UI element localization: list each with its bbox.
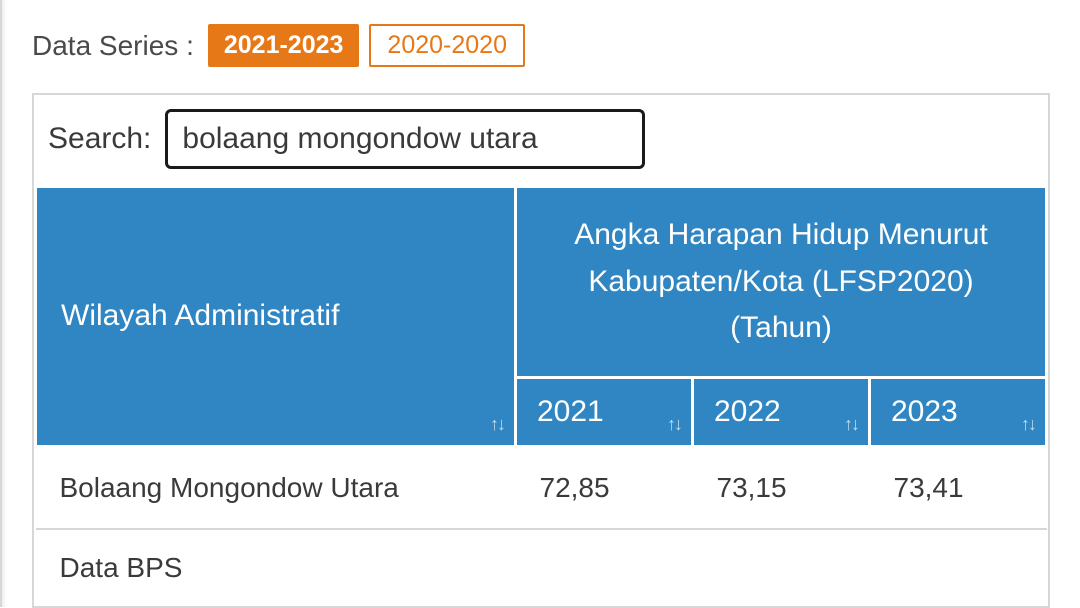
col-header-2023[interactable]: 2023 ↑↓ bbox=[870, 377, 1047, 446]
search-input[interactable] bbox=[165, 109, 645, 169]
table-container: Search: Wilayah Administratif ↑↓ Angka H… bbox=[32, 93, 1050, 608]
table-head: Wilayah Administratif ↑↓ Angka Harapan H… bbox=[36, 187, 1047, 447]
cell-2022-value: 73,15 bbox=[693, 446, 870, 529]
sort-icon: ↑↓ bbox=[490, 414, 504, 435]
data-series-label: Data Series : bbox=[32, 30, 194, 62]
cell-region-name: Bolaang Mongondow Utara bbox=[36, 446, 516, 529]
col-header-2023-label: 2023 bbox=[891, 395, 958, 428]
tab-2020-2020[interactable]: 2020-2020 bbox=[369, 24, 525, 67]
col-header-admin-label: Wilayah Administratif bbox=[61, 299, 339, 332]
sort-icon: ↑↓ bbox=[667, 414, 681, 435]
search-row: Search: bbox=[34, 95, 1048, 185]
col-header-group-label: Angka Harapan Hidup Menurut Kabupaten/Ko… bbox=[574, 218, 988, 344]
data-series-tabs: 2021-2023 2020-2020 bbox=[208, 24, 525, 67]
sort-icon: ↑↓ bbox=[844, 414, 858, 435]
data-table: Wilayah Administratif ↑↓ Angka Harapan H… bbox=[34, 185, 1048, 606]
table-row: Bolaang Mongondow Utara 72,85 73,15 73,4… bbox=[36, 446, 1047, 529]
page-root: Data Series : 2021-2023 2020-2020 Search… bbox=[0, 0, 1080, 607]
col-header-2022[interactable]: 2022 ↑↓ bbox=[693, 377, 870, 446]
col-header-2022-label: 2022 bbox=[714, 395, 781, 428]
data-series-row: Data Series : 2021-2023 2020-2020 bbox=[32, 24, 1050, 67]
table-head-row-1: Wilayah Administratif ↑↓ Angka Harapan H… bbox=[36, 187, 1047, 378]
cell-2021-value: 72,85 bbox=[516, 446, 693, 529]
table-footer-cell: Data BPS bbox=[36, 529, 1047, 606]
sort-icon: ↑↓ bbox=[1021, 414, 1035, 435]
table-body: Bolaang Mongondow Utara 72,85 73,15 73,4… bbox=[36, 446, 1047, 606]
table-footer-row: Data BPS bbox=[36, 529, 1047, 606]
search-label: Search: bbox=[48, 122, 151, 156]
col-header-2021[interactable]: 2021 ↑↓ bbox=[516, 377, 693, 446]
col-header-group: Angka Harapan Hidup Menurut Kabupaten/Ko… bbox=[516, 187, 1047, 378]
tab-2021-2023[interactable]: 2021-2023 bbox=[208, 24, 360, 67]
left-shadow bbox=[2, 0, 12, 607]
col-header-2021-label: 2021 bbox=[537, 395, 604, 428]
cell-2023-value: 73,41 bbox=[870, 446, 1047, 529]
col-header-admin[interactable]: Wilayah Administratif ↑↓ bbox=[36, 187, 516, 447]
